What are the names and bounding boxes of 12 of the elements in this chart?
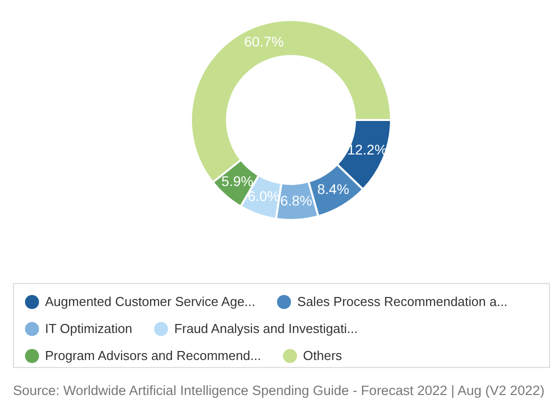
data-label: 8.4%: [317, 181, 350, 198]
legend-label: Augmented Customer Service Age...: [45, 294, 256, 309]
source-note: Source: Worldwide Artificial Intelligence Spending Guide - Forecast 2022 | Aug (V2 2022): [13, 383, 545, 398]
data-label: 60.7%: [244, 33, 284, 50]
data-label: 6.0%: [248, 188, 280, 204]
legend-label: Others: [303, 348, 342, 363]
legend-label: IT Optimization: [45, 321, 132, 336]
data-label: 5.9%: [221, 172, 254, 189]
legend-label: Sales Process Recommendation a...: [297, 294, 508, 309]
legend-label: Program Advisors and Recommend...: [45, 348, 262, 363]
data-label: 6.8%: [280, 192, 312, 209]
legend-label: Fraud Analysis and Investigati...: [174, 321, 358, 336]
